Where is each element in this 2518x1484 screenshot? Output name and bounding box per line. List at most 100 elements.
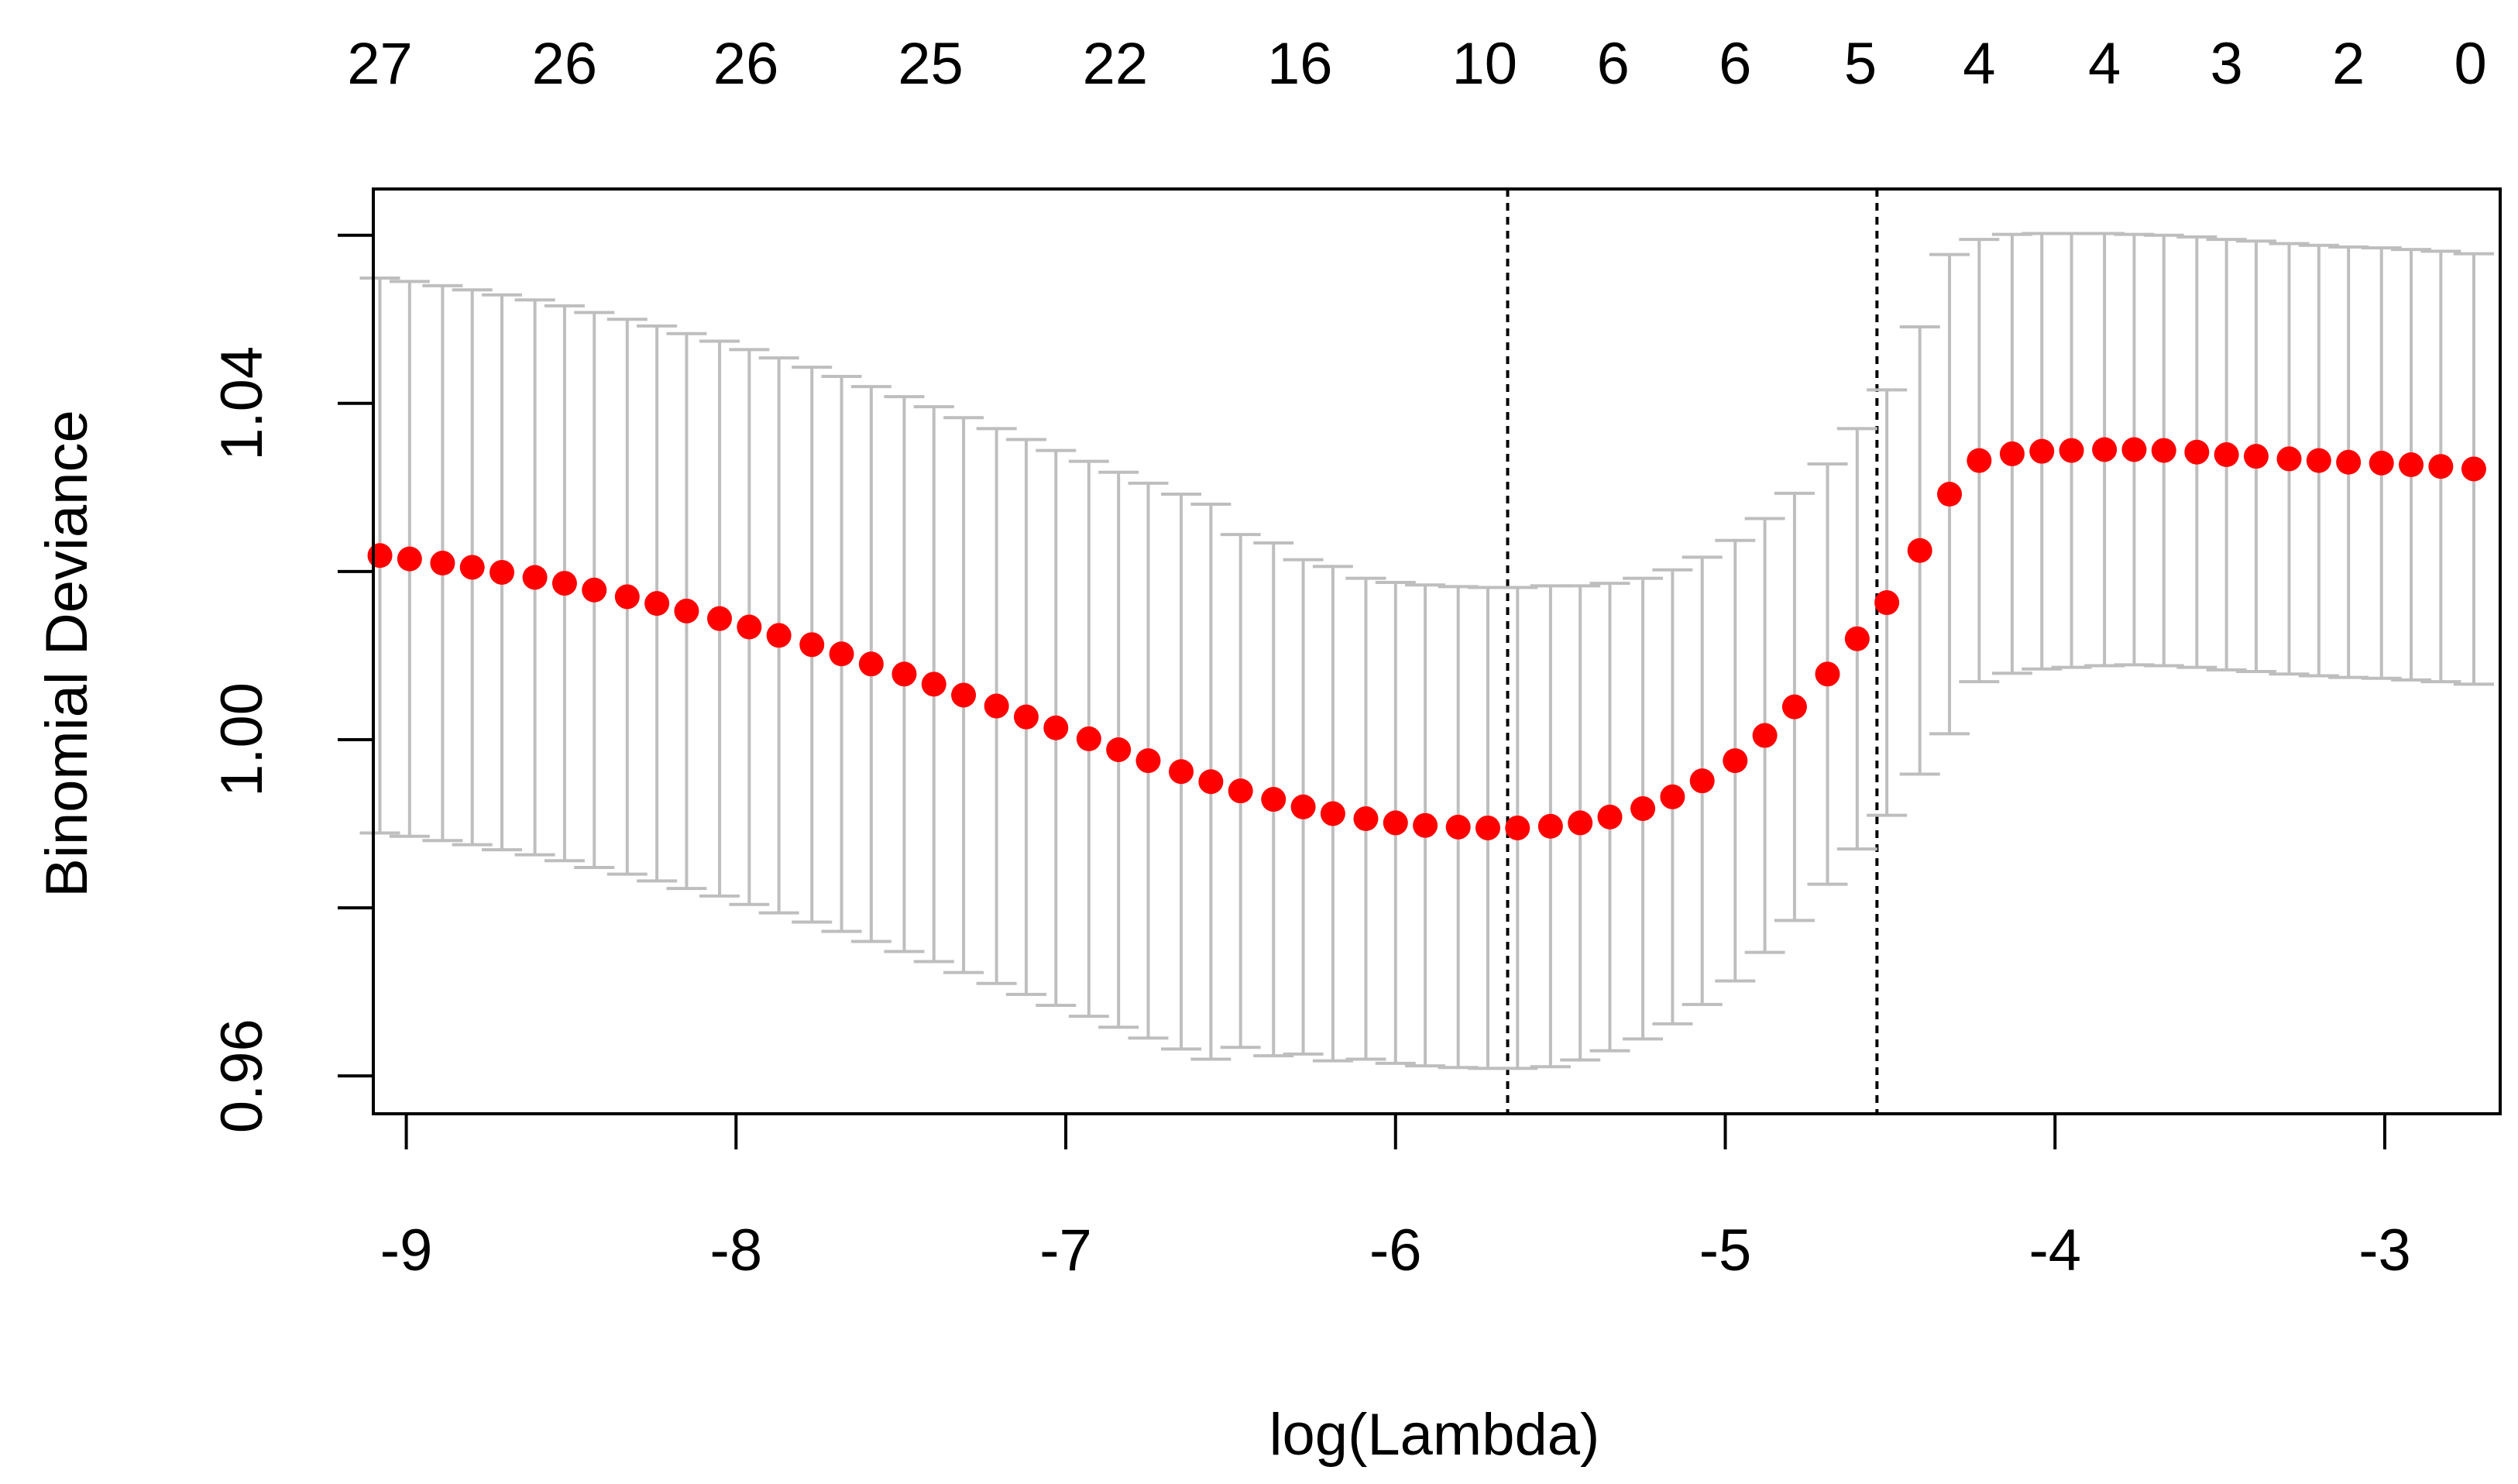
data-point <box>2214 442 2239 468</box>
data-point <box>2306 448 2331 473</box>
data-point <box>1353 806 1379 832</box>
data-point <box>1169 759 1194 785</box>
data-point <box>2399 452 2424 478</box>
top-tick-label: 6 <box>1597 31 1630 97</box>
data-point <box>858 651 884 677</box>
data-point <box>2029 438 2055 464</box>
data-point <box>2428 454 2454 479</box>
y-axis: 0.96 1.00 1.04 <box>209 233 375 1133</box>
data-point <box>2184 439 2210 465</box>
top-tick-label: 10 <box>1451 31 1517 97</box>
data-point <box>1874 590 1900 616</box>
data-point <box>1290 794 1316 819</box>
y-tick-label: 1.04 <box>209 346 275 461</box>
data-point <box>951 682 977 708</box>
top-tick-label: 2 <box>2332 31 2365 97</box>
top-tick-label: 3 <box>2210 31 2242 97</box>
top-tick-label: 22 <box>1083 31 1149 97</box>
data-point <box>1967 448 1992 473</box>
x-axis: -9 -8 -7 -6 -5 -4 -3 <box>380 1112 2411 1283</box>
data-point <box>1076 726 1101 751</box>
data-point <box>1597 804 1623 830</box>
data-point <box>737 614 762 640</box>
top-tick-label: 16 <box>1267 31 1333 97</box>
data-point <box>2369 450 2394 476</box>
top-axis-nonzero-counts: 27 26 26 25 22 16 10 6 6 5 4 4 3 2 0 <box>347 31 2487 97</box>
data-point <box>367 543 393 569</box>
data-point <box>921 672 946 697</box>
data-point <box>2336 449 2362 475</box>
data-point <box>2092 437 2118 462</box>
data-point <box>1907 538 1932 563</box>
data-point <box>644 591 670 617</box>
top-tick-label: 5 <box>1844 31 1877 97</box>
data-point <box>1106 737 1132 762</box>
data-point <box>430 551 455 576</box>
data-point <box>1475 815 1500 840</box>
top-tick-label: 27 <box>347 31 413 97</box>
data-point <box>891 661 917 687</box>
data-point <box>2243 444 2269 469</box>
x-tick-label: -7 <box>1039 1218 1092 1283</box>
top-tick-label: 26 <box>713 31 779 97</box>
data-point <box>522 565 548 590</box>
top-tick-label: 0 <box>2454 31 2487 97</box>
data-point <box>2059 438 2084 463</box>
x-tick-label: -9 <box>380 1218 433 1283</box>
data-point <box>984 693 1009 719</box>
data-point <box>1445 814 1471 840</box>
data-point <box>1689 768 1715 794</box>
data-point <box>1505 815 1530 840</box>
data-point <box>674 598 699 623</box>
data-point <box>1043 715 1069 740</box>
y-axis-label: Binomial Deviance <box>34 410 100 897</box>
x-tick-label: -8 <box>710 1218 763 1283</box>
data-points <box>367 437 2486 840</box>
data-point <box>1413 812 1438 838</box>
top-tick-label: 25 <box>898 31 964 97</box>
data-point <box>1568 810 1593 836</box>
data-point <box>1198 769 1224 795</box>
data-point <box>1723 748 1748 774</box>
top-tick-label: 4 <box>1963 31 1995 97</box>
x-axis-label: log(Lambda) <box>1269 1402 1600 1468</box>
y-tick-label: 1.00 <box>209 682 275 797</box>
data-point <box>2151 438 2176 463</box>
data-point <box>551 571 577 596</box>
plot-frame <box>372 187 2502 1115</box>
data-point <box>1999 441 2025 466</box>
data-point <box>766 623 792 648</box>
data-point <box>582 577 607 603</box>
data-point <box>1844 626 1870 651</box>
x-tick-label: -4 <box>2028 1218 2081 1283</box>
data-point <box>2276 446 2302 472</box>
data-point <box>1013 704 1039 730</box>
data-point <box>1815 661 1840 687</box>
data-point <box>2121 437 2147 462</box>
data-point <box>1660 784 1685 809</box>
data-point <box>614 584 640 610</box>
data-point <box>1261 787 1286 812</box>
data-point <box>1937 482 1963 507</box>
data-point <box>1630 795 1656 821</box>
data-point <box>1135 748 1161 774</box>
top-tick-label: 26 <box>532 31 598 97</box>
data-point <box>1537 813 1563 839</box>
data-point <box>799 632 825 658</box>
data-point <box>829 641 854 667</box>
data-point <box>707 606 733 631</box>
x-tick-label: -6 <box>1369 1218 1422 1283</box>
data-point <box>2461 456 2486 482</box>
top-tick-label: 4 <box>2088 31 2121 97</box>
data-point <box>459 555 485 580</box>
data-point <box>490 559 515 585</box>
reference-lines <box>1506 189 1879 1114</box>
top-tick-label: 6 <box>1719 31 1751 97</box>
data-point <box>1752 723 1778 748</box>
data-point <box>397 546 422 572</box>
data-point <box>1383 810 1408 836</box>
data-point <box>1320 801 1345 826</box>
data-point <box>1228 778 1253 804</box>
x-tick-label: -3 <box>2358 1218 2411 1283</box>
